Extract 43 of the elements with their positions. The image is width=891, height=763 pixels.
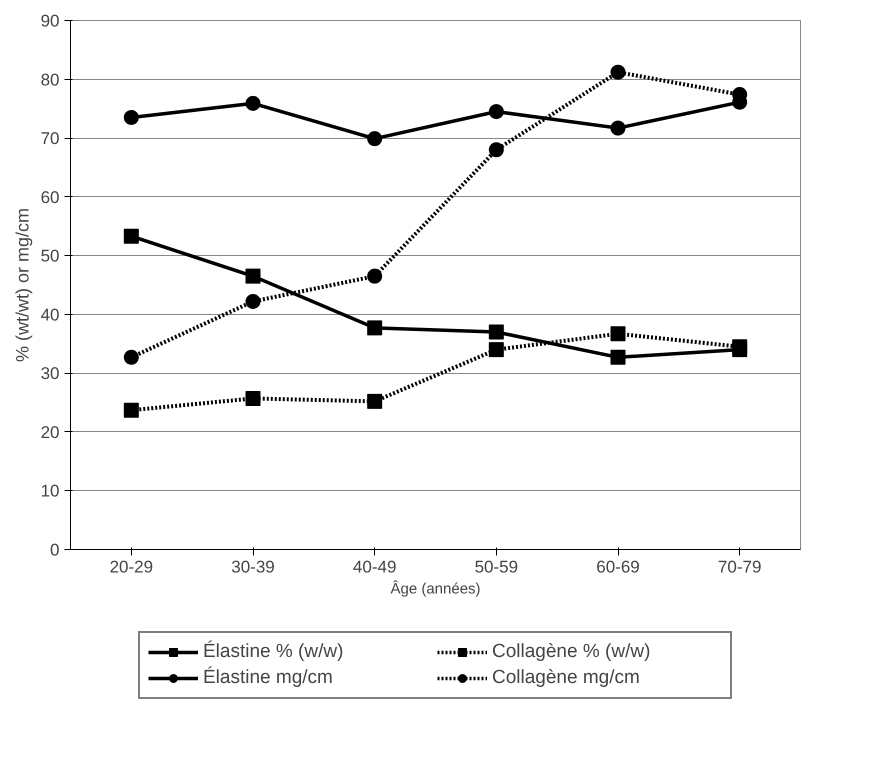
point	[488, 104, 504, 120]
y-tick-label: 10	[40, 482, 60, 501]
point	[124, 228, 139, 244]
point	[610, 64, 626, 80]
legend-label: Élastine mg/cm	[203, 667, 334, 689]
point	[488, 142, 504, 158]
point	[610, 326, 626, 342]
y-tick-label: 30	[40, 364, 60, 384]
point	[610, 120, 626, 136]
x-tick-label: 40-49	[352, 558, 396, 576]
point	[367, 268, 382, 284]
point	[367, 131, 382, 146]
x-tick-label: 50-59	[474, 558, 518, 576]
point	[246, 390, 260, 406]
point	[124, 402, 139, 418]
point	[246, 268, 260, 284]
x-tick-label: 30-39	[231, 558, 275, 576]
point	[246, 96, 260, 111]
legend-label: Collagène % (w/w)	[492, 641, 652, 663]
point	[488, 342, 504, 358]
x-tick-label: 20-29	[110, 558, 154, 576]
y-tick-label: 40	[40, 305, 60, 324]
y-tick-label: 80	[40, 70, 60, 90]
point	[610, 350, 626, 365]
x-axis-title: Âge (années)	[390, 580, 481, 598]
point	[124, 350, 139, 365]
point	[246, 294, 260, 309]
y-tick-label: 90	[40, 12, 60, 30]
y-axis-title: % (wt/wt) or mg/cm	[12, 208, 33, 362]
y-tick-label: 70	[40, 129, 60, 148]
y-tick-label: 50	[40, 246, 60, 266]
y-tick-label: 0	[50, 540, 60, 560]
point	[124, 110, 139, 125]
point	[367, 394, 382, 409]
point	[488, 324, 504, 340]
y-tick-label: 20	[40, 422, 60, 442]
point	[367, 320, 382, 336]
legend-label: Élastine % (w/w)	[203, 641, 344, 663]
x-tick-label: 60-69	[596, 558, 640, 576]
point	[732, 339, 748, 354]
x-tick-label: 70-79	[718, 558, 762, 576]
legend-label: Collagène mg/cm	[492, 667, 641, 689]
y-tick-label: 60	[40, 188, 60, 207]
